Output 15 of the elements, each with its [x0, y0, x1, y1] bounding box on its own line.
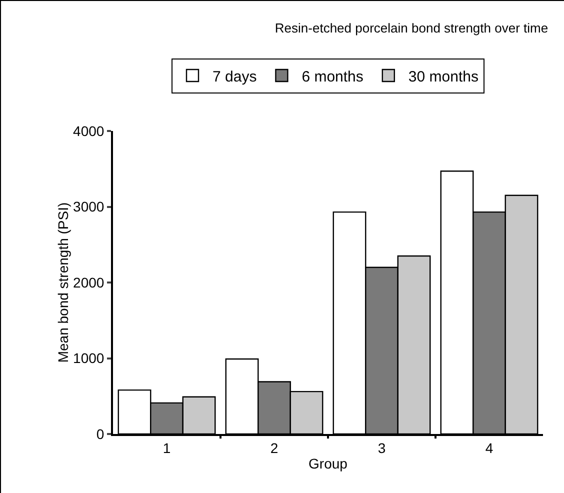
x-axis-title: Group	[308, 456, 348, 472]
y-tick-label: 4000	[73, 122, 104, 139]
x-tick-label: 4	[485, 440, 494, 456]
y-tick-label: 3000	[73, 198, 104, 215]
y-tick-label: 0	[96, 426, 104, 442]
legend-label: 6 months	[302, 68, 364, 86]
legend-label: 7 days	[212, 68, 257, 86]
x-tick-label: 3	[378, 440, 386, 456]
x-tick-label: 2	[270, 440, 278, 456]
legend-label: 30 months	[408, 68, 478, 86]
y-tick-label: 1000	[73, 350, 104, 366]
y-axis-title: Mean bond strength (PSI)	[55, 202, 72, 363]
chart-title: Resin-etched porcelain bond strength over time	[274, 20, 548, 36]
y-tick-label: 2000	[73, 274, 104, 290]
x-tick-label: 1	[162, 440, 171, 456]
